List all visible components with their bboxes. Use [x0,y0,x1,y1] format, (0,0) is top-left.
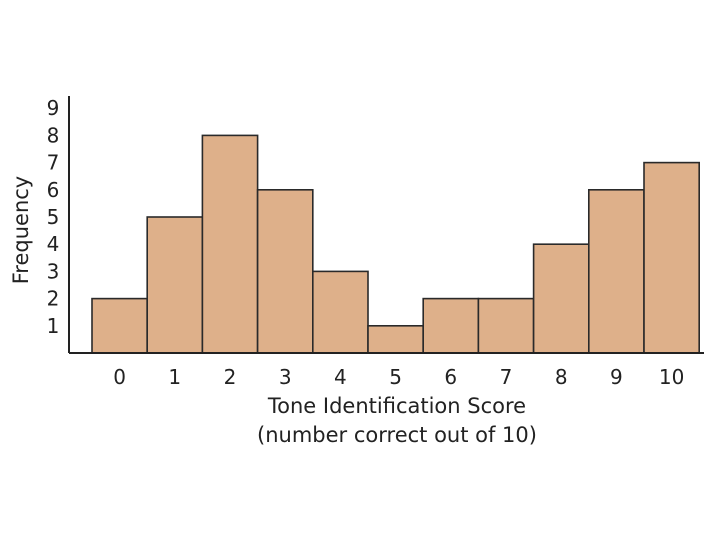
x-axis-subtitle: (number correct out of 10) [257,423,537,447]
x-tick-label: 2 [224,365,237,389]
y-tick-label: 9 [47,96,60,120]
bar-3 [256,189,314,354]
bar-8 [532,243,590,354]
y-tick-label: 8 [47,123,60,147]
bar-6 [422,297,480,354]
bar-5 [367,324,425,354]
bar-1 [146,216,204,354]
x-tick-label: 7 [500,365,513,389]
bar-10 [643,161,701,354]
x-tick-label: 4 [334,365,347,389]
y-tick-label: 4 [47,232,60,256]
x-tick-label: 9 [610,365,623,389]
y-tick-label: 3 [47,259,60,283]
bar-4 [311,270,369,354]
bar-7 [477,297,535,354]
x-tick-label: 10 [659,365,684,389]
y-tick-label: 6 [47,178,60,202]
bar-0 [91,297,149,354]
y-tick-label: 5 [47,205,60,229]
y-axis-title: Frequency [9,176,33,285]
bars-group [91,134,701,354]
x-tick-label: 3 [279,365,292,389]
bar-2 [201,134,259,354]
y-tick-labels: 1 2 3 4 5 6 7 8 9 [47,96,60,338]
bar-9 [587,189,645,354]
x-tick-labels: 0 1 2 3 4 5 6 7 8 9 10 [113,365,684,389]
y-tick-label: 7 [47,151,60,175]
x-tick-label: 5 [389,365,402,389]
x-tick-label: 6 [444,365,457,389]
x-tick-label: 8 [555,365,568,389]
x-tick-label: 0 [113,365,126,389]
y-tick-label: 1 [47,314,60,338]
x-tick-label: 1 [168,365,181,389]
x-axis-title: Tone Identification Score [267,394,526,418]
y-tick-label: 2 [47,287,60,311]
